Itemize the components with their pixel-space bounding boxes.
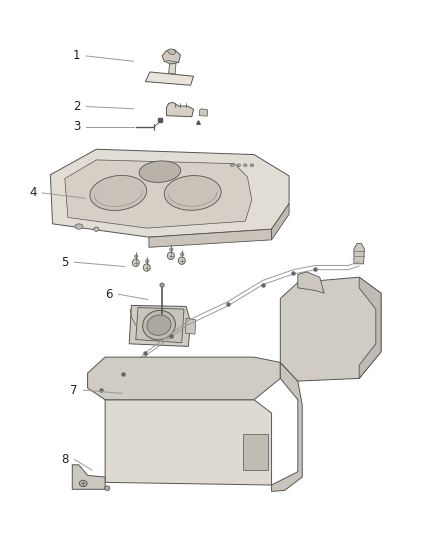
Text: 5: 5 xyxy=(61,256,68,269)
Polygon shape xyxy=(129,305,191,346)
Ellipse shape xyxy=(94,227,99,231)
Ellipse shape xyxy=(79,480,87,487)
Polygon shape xyxy=(162,50,180,64)
Polygon shape xyxy=(185,318,196,334)
Ellipse shape xyxy=(139,161,180,182)
Polygon shape xyxy=(50,149,289,237)
Ellipse shape xyxy=(230,164,234,166)
Text: 8: 8 xyxy=(61,453,68,466)
Polygon shape xyxy=(354,244,364,264)
Polygon shape xyxy=(243,434,268,470)
Ellipse shape xyxy=(237,164,240,166)
Ellipse shape xyxy=(178,257,185,264)
Ellipse shape xyxy=(160,283,164,287)
Text: 6: 6 xyxy=(105,288,113,301)
Text: 2: 2 xyxy=(73,100,81,113)
Ellipse shape xyxy=(143,264,150,271)
Polygon shape xyxy=(280,277,381,381)
Text: 7: 7 xyxy=(70,384,78,397)
Polygon shape xyxy=(149,229,272,247)
Polygon shape xyxy=(359,277,381,378)
Ellipse shape xyxy=(75,224,83,229)
Text: 4: 4 xyxy=(29,187,37,199)
Ellipse shape xyxy=(90,175,147,211)
Polygon shape xyxy=(88,357,280,400)
Polygon shape xyxy=(105,400,272,485)
Polygon shape xyxy=(65,160,252,228)
Ellipse shape xyxy=(180,253,184,256)
Ellipse shape xyxy=(143,310,175,340)
Ellipse shape xyxy=(96,389,104,395)
Polygon shape xyxy=(169,60,176,74)
Ellipse shape xyxy=(168,49,176,54)
Polygon shape xyxy=(136,308,184,343)
Polygon shape xyxy=(145,72,194,85)
Ellipse shape xyxy=(250,164,254,166)
Ellipse shape xyxy=(244,164,247,166)
Ellipse shape xyxy=(132,259,139,266)
Polygon shape xyxy=(166,102,194,117)
Ellipse shape xyxy=(164,175,221,211)
Text: 3: 3 xyxy=(73,120,80,133)
Ellipse shape xyxy=(170,248,173,251)
Ellipse shape xyxy=(134,255,138,258)
Text: 1: 1 xyxy=(73,50,81,62)
Polygon shape xyxy=(199,109,208,116)
Polygon shape xyxy=(298,272,324,293)
Ellipse shape xyxy=(145,260,149,263)
Polygon shape xyxy=(72,465,105,489)
Ellipse shape xyxy=(147,315,171,335)
Polygon shape xyxy=(272,362,302,491)
Ellipse shape xyxy=(105,486,110,490)
Ellipse shape xyxy=(167,252,174,260)
Polygon shape xyxy=(272,204,289,240)
